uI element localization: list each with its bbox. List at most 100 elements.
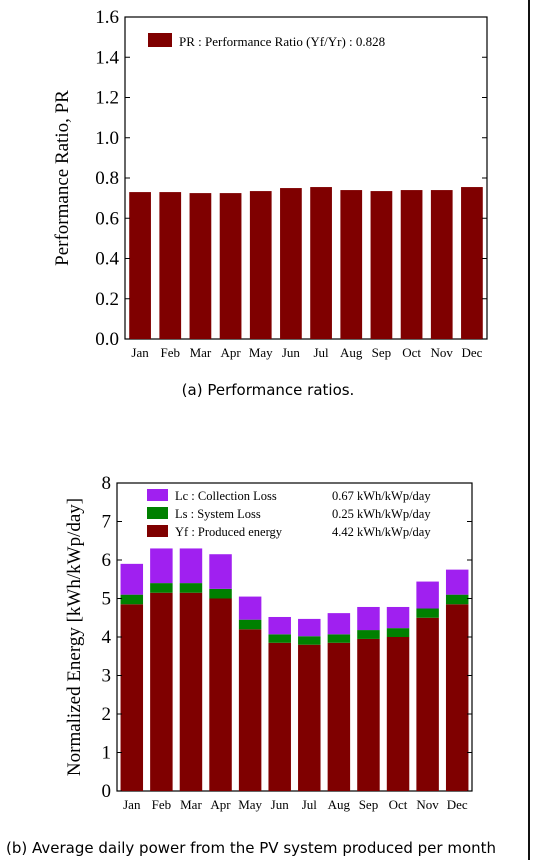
bar-aug-series-0 bbox=[327, 642, 351, 791]
chart-normalized-energy: 0 1 2 3 4 5 6 7 8 Jan Feb Mar Apr May Jun Jul Aug Sep Oct… bbox=[6, 473, 496, 857]
x-tick-label: Dec bbox=[447, 797, 468, 812]
y-tick-label: 1.4 bbox=[95, 47, 119, 68]
bar-apr-series-1 bbox=[209, 588, 232, 599]
bar-may-series-0 bbox=[249, 191, 272, 339]
y-tick-label: 2 bbox=[102, 704, 112, 725]
bar-sep-series-2 bbox=[357, 606, 380, 631]
bar-mar-series-0 bbox=[179, 592, 203, 791]
y-tick-label: 1 bbox=[102, 743, 112, 764]
x-tick-label: Dec bbox=[461, 345, 482, 360]
bar-jul-series-1 bbox=[298, 636, 321, 645]
bar-sep-series-0 bbox=[357, 638, 380, 791]
x-tick-label: Feb bbox=[152, 797, 172, 812]
legend-label-1: Ls : System Loss bbox=[175, 507, 261, 521]
bar-jun-series-0 bbox=[280, 188, 302, 339]
y-tick-label: 5 bbox=[102, 589, 112, 610]
bar-jun-series-2 bbox=[268, 616, 291, 635]
bar-may-series-2 bbox=[238, 596, 262, 620]
x-tick-label: Jun bbox=[282, 345, 301, 360]
x-tick-label: Apr bbox=[210, 797, 231, 812]
x-tick-label: Jul bbox=[302, 797, 318, 812]
bar-mar-series-2 bbox=[179, 548, 203, 584]
x-tick-label: Oct bbox=[402, 345, 421, 360]
x-tick-label: Nov bbox=[431, 345, 454, 360]
bar-oct-series-1 bbox=[386, 628, 410, 637]
bar-sep-series-1 bbox=[357, 630, 380, 639]
y-tick-label: 8 bbox=[102, 473, 112, 494]
legend-label-2: Lc : Collection Loss bbox=[175, 489, 277, 503]
bar-apr-series-0 bbox=[209, 598, 232, 791]
bar-oct-series-2 bbox=[386, 606, 410, 629]
bar-may-series-1 bbox=[238, 619, 262, 630]
y-tick-label: 7 bbox=[102, 512, 112, 533]
y-tick-label: 1.2 bbox=[95, 88, 119, 109]
x-tick-label: Sep bbox=[359, 797, 379, 812]
bar-aug-series-0 bbox=[340, 190, 363, 339]
x-tick-label: Mar bbox=[190, 345, 212, 360]
x-tick-label: Feb bbox=[161, 345, 181, 360]
bar-apr-series-0 bbox=[219, 193, 242, 339]
x-tick-label: Aug bbox=[328, 797, 351, 812]
legend-swatch-pr bbox=[148, 33, 172, 47]
y-tick-label: 0.6 bbox=[95, 208, 119, 229]
bar-jan-series-0 bbox=[129, 192, 151, 339]
x-tick-label: Nov bbox=[416, 797, 439, 812]
y-tick-label: 0.0 bbox=[95, 329, 119, 350]
y-tick-label: 0.4 bbox=[95, 249, 119, 270]
bar-jul-series-2 bbox=[298, 618, 321, 637]
bar-jul-series-0 bbox=[298, 644, 321, 791]
bar-nov-series-0 bbox=[430, 190, 453, 339]
y-tick-label: 0.8 bbox=[95, 168, 119, 189]
bar-sep-series-0 bbox=[370, 191, 393, 339]
x-tick-label: May bbox=[249, 345, 273, 360]
bar-jun-series-1 bbox=[268, 634, 291, 643]
legend: PR : Performance Ratio (Yf/Yr) : 0.828 bbox=[148, 33, 385, 49]
chart-performance-ratio: 0.0 0.2 0.4 0.6 0.8 1.0 1.2 1.4 1.6 Jan Feb Mar Apr… bbox=[52, 7, 488, 399]
y-axis-label: Performance Ratio, PR bbox=[52, 90, 73, 266]
bar-may-series-0 bbox=[238, 629, 262, 791]
legend-value-0: 4.42 kWh/kWp/day bbox=[332, 525, 431, 539]
bar-apr-series-2 bbox=[209, 554, 232, 589]
legend-label-0: Yf : Produced energy bbox=[175, 525, 283, 539]
y-tick-label: 6 bbox=[102, 550, 112, 571]
caption-b: (b) Average daily power from the PV syst… bbox=[6, 839, 496, 857]
legend-swatch-1 bbox=[147, 507, 168, 519]
bar-nov-series-1 bbox=[416, 608, 439, 618]
bar-feb-series-0 bbox=[159, 192, 182, 339]
bar-mar-series-0 bbox=[189, 193, 212, 339]
bar-feb-series-2 bbox=[150, 548, 173, 584]
y-tick-label: 4 bbox=[102, 627, 112, 648]
legend-value-2: 0.67 kWh/kWp/day bbox=[332, 489, 431, 503]
bar-aug-series-1 bbox=[327, 634, 351, 643]
bar-dec-series-0 bbox=[461, 187, 483, 339]
x-tick-label: Sep bbox=[372, 345, 392, 360]
x-tick-label: Jan bbox=[131, 345, 149, 360]
bar-feb-series-0 bbox=[150, 592, 173, 791]
bar-dec-series-0 bbox=[445, 604, 469, 791]
bar-jun-series-0 bbox=[268, 642, 291, 791]
y-tick-label: 3 bbox=[102, 666, 112, 687]
y-tick-label: 1.6 bbox=[95, 7, 119, 28]
bar-dec-series-2 bbox=[445, 569, 469, 595]
legend-swatch-0 bbox=[147, 525, 168, 537]
bar-mar-series-1 bbox=[179, 583, 203, 593]
x-tick-label: Jan bbox=[123, 797, 141, 812]
bar-oct-series-0 bbox=[386, 637, 410, 791]
page-edge-rule bbox=[528, 0, 530, 860]
x-tick-label: Oct bbox=[389, 797, 408, 812]
x-tick-label: Jun bbox=[271, 797, 290, 812]
bar-jul-series-0 bbox=[310, 187, 332, 339]
y-tick-label: 0 bbox=[102, 781, 112, 802]
bar-feb-series-1 bbox=[150, 583, 173, 593]
x-tick-label: Aug bbox=[340, 345, 363, 360]
bar-jan-series-0 bbox=[120, 604, 144, 791]
legend-label-pr: PR : Performance Ratio (Yf/Yr) : 0.828 bbox=[179, 34, 385, 49]
bar-dec-series-1 bbox=[445, 594, 469, 605]
x-tick-label: Jul bbox=[313, 345, 329, 360]
bar-nov-series-2 bbox=[416, 581, 439, 609]
bar-aug-series-2 bbox=[327, 613, 351, 635]
x-tick-label: Mar bbox=[180, 797, 202, 812]
x-tick-label: Apr bbox=[220, 345, 241, 360]
bar-oct-series-0 bbox=[400, 190, 423, 339]
